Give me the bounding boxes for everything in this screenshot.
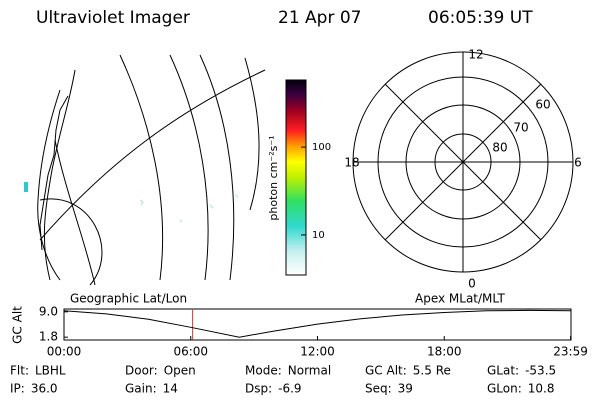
polar-grid xyxy=(352,51,574,273)
footer-label: Seq: xyxy=(365,382,392,396)
mlt-label: 18 xyxy=(344,156,359,170)
x-tick-label: 12:00 xyxy=(300,345,335,359)
footer-label: GLon: xyxy=(487,382,522,396)
footer-value: 36.0 xyxy=(31,382,58,396)
footer-value: 10.8 xyxy=(528,382,555,396)
altitude-label: GC Alt xyxy=(11,306,25,344)
right-label: Apex MLat/MLT xyxy=(415,292,505,306)
footer-value: 14 xyxy=(163,382,178,396)
map-image xyxy=(24,54,266,286)
lat-label: 70 xyxy=(513,121,528,135)
x-tick-label: 23:59 xyxy=(553,345,588,359)
y-tick-label: 9.0 xyxy=(39,304,58,318)
footer-label: Mode: xyxy=(245,364,282,378)
footer-label: Door: xyxy=(125,364,158,378)
footer-label: GLat: xyxy=(487,364,519,378)
x-tick-label: 00:00 xyxy=(47,345,82,359)
x-tick-label: 18:00 xyxy=(427,345,462,359)
y-tick-label: 1.8 xyxy=(39,330,58,344)
time: 06:05:39 UT xyxy=(428,8,533,28)
mlt-label: 6 xyxy=(574,156,582,170)
footer-label: Flt: xyxy=(10,364,29,378)
colorbar-tick-label: 100 xyxy=(312,142,331,153)
altitude-curve xyxy=(63,309,571,338)
footer-value: 39 xyxy=(398,382,413,396)
x-tick-label: 06:00 xyxy=(173,345,208,359)
date: 21 Apr 07 xyxy=(278,8,361,28)
footer-value: -53.5 xyxy=(525,364,556,378)
mlt-label: 12 xyxy=(468,48,483,62)
lat-label: 60 xyxy=(535,98,550,112)
colorbar-tick-label: 10 xyxy=(312,230,325,241)
colorbar xyxy=(285,79,307,276)
lat-label: 80 xyxy=(492,141,507,155)
title: Ultraviolet Imager xyxy=(36,8,190,28)
footer-label: IP: xyxy=(10,382,25,396)
mlt-label: 0 xyxy=(468,277,476,291)
footer-value: 5.5 Re xyxy=(413,364,451,378)
footer-value: Open xyxy=(164,364,196,378)
left-label: Geographic Lat/Lon xyxy=(70,292,187,306)
footer-label: GC Alt: xyxy=(365,364,407,378)
colorbar-label: photon cm⁻²s⁻¹ xyxy=(267,135,280,220)
footer-value: -6.9 xyxy=(278,382,301,396)
footer-value: Normal xyxy=(288,364,331,378)
footer-value: LBHL xyxy=(35,364,66,378)
footer-label: Gain: xyxy=(125,382,157,396)
footer-label: Dsp: xyxy=(245,382,272,396)
